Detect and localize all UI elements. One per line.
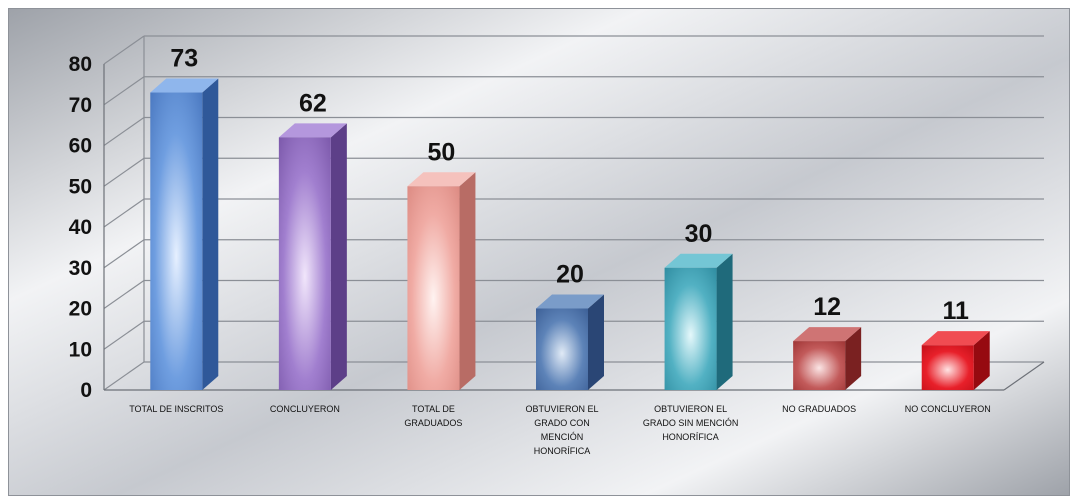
y-tick-label: 80	[69, 53, 92, 76]
bar-top	[664, 253, 733, 268]
gridline-connector	[103, 280, 145, 309]
y-tick-label: 60	[69, 135, 92, 158]
bar	[664, 253, 733, 390]
x-tick-label-line: TOTAL DE INSCRITOS	[129, 404, 223, 414]
bar-side	[845, 327, 862, 390]
bar-side	[330, 123, 347, 390]
bar-top	[407, 172, 476, 187]
bar-front	[278, 137, 331, 390]
data-label: 12	[813, 293, 841, 321]
floor-edge	[1003, 361, 1045, 391]
gridline-connector	[103, 76, 145, 106]
x-tick-label: TOTAL DE INSCRITOS	[129, 404, 223, 414]
bar-top	[536, 294, 604, 309]
x-tick-label-line: GRADO CON	[534, 418, 590, 428]
data-label: 30	[685, 220, 713, 248]
x-tick-label-line: NO CONCLUYERON	[905, 404, 991, 414]
gridline-connector	[103, 157, 145, 187]
x-tick-label: NO CONCLUYERON	[905, 404, 991, 414]
x-tick-label-line: GRADUADOS	[404, 418, 462, 428]
x-tick-label: OBTUVIERON EL GRADO SIN MENCIÓN HONORÍFICA	[643, 404, 739, 442]
data-label: 11	[942, 297, 969, 325]
bar-front	[664, 267, 717, 390]
x-tick-label-line: TOTAL DE	[412, 404, 455, 414]
x-tick-label: OBTUVIERON EL GRADO CON MENCIÓN HONORÍFICA	[525, 404, 598, 456]
x-tick-label: CONCLUYERON	[270, 404, 340, 414]
gridline-connector	[103, 117, 145, 146]
bar-top	[150, 78, 219, 93]
y-tick-label: 10	[69, 338, 92, 361]
axis-layer: 0 10 20 30 40 50 60 70 80	[69, 53, 92, 402]
bar-top	[921, 331, 990, 346]
data-label: 50	[428, 138, 456, 166]
bar	[536, 294, 604, 390]
x-tick-label-line: NO GRADUADOS	[782, 404, 856, 414]
bar-side	[202, 78, 219, 391]
gridline-connector	[103, 198, 145, 228]
gridline-connector	[103, 35, 145, 65]
y-tick-label: 0	[80, 379, 92, 402]
data-label: 20	[556, 261, 584, 289]
bar-front	[536, 308, 588, 390]
bar-layer	[150, 78, 990, 391]
x-tick-label-line: GRADO SIN MENCIÓN	[643, 418, 739, 428]
y-tick-label: 50	[69, 175, 92, 198]
bar	[278, 123, 347, 390]
x-tick-label-line: HONORÍFICA	[662, 432, 719, 442]
data-label: 73	[170, 45, 198, 73]
bar-side	[716, 253, 733, 390]
gridline-connector	[103, 239, 145, 269]
bar-side	[588, 294, 604, 390]
bar-side	[459, 172, 476, 390]
x-tick-label: TOTAL DE GRADUADOS	[404, 404, 462, 428]
bar-side	[973, 331, 990, 390]
x-tick-label-line: MENCIÓN	[541, 432, 584, 442]
bar-top	[793, 327, 862, 342]
bar-front	[407, 186, 460, 390]
y-tick-label: 30	[69, 257, 92, 280]
bar	[150, 78, 219, 391]
gridline-connector	[103, 361, 145, 391]
bar	[407, 172, 476, 390]
y-tick-label: 20	[69, 298, 92, 321]
bar-front	[921, 345, 974, 390]
x-tick-label-line: OBTUVIERON EL	[525, 404, 598, 414]
y-tick-label: 70	[69, 94, 92, 117]
x-tick-label: NO GRADUADOS	[782, 404, 856, 414]
bar	[921, 331, 990, 390]
gridline-connector	[103, 320, 145, 350]
y-tick-label: 40	[69, 216, 92, 239]
bar-chart: 0 10 20 30 40 50 60 70 80 73 TOTAL DE INSCRITOS 62…	[9, 9, 1069, 495]
x-tick-label-line: OBTUVIERON EL	[654, 404, 727, 414]
bar-top	[278, 123, 347, 138]
label-layer: 73 TOTAL DE INSCRITOS 62 CONCLUYERON 50 TOTAL…	[129, 45, 991, 456]
x-tick-label-line: HONORÍFICA	[534, 446, 591, 456]
bar-front	[793, 341, 846, 390]
bar-front	[150, 92, 203, 391]
chart-frame: 0 10 20 30 40 50 60 70 80 73 TOTAL DE INSCRITOS 62…	[8, 8, 1070, 496]
bar	[793, 327, 862, 390]
data-label: 62	[299, 89, 327, 117]
x-tick-label-line: CONCLUYERON	[270, 404, 340, 414]
